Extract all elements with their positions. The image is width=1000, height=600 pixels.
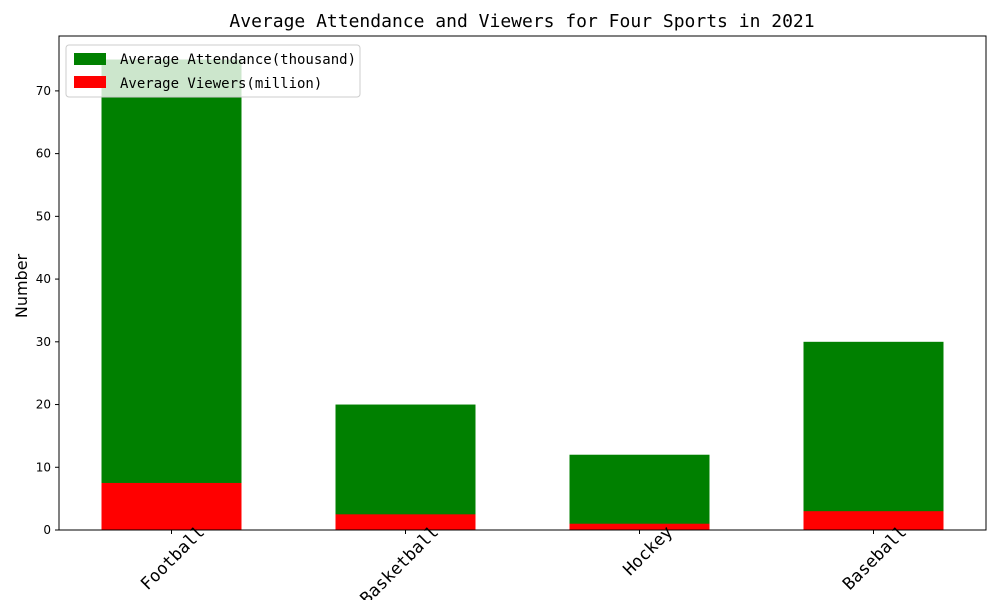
y-tick-label: 50 bbox=[36, 209, 51, 223]
y-tick-label: 20 bbox=[36, 398, 51, 412]
x-tick-label-baseball: Baseball bbox=[839, 522, 911, 594]
legend-label-viewers: Average Viewers(million) bbox=[120, 76, 322, 92]
bars-group bbox=[101, 59, 944, 531]
y-tick-label: 40 bbox=[36, 272, 51, 286]
y-axis: 0 10 20 30 40 50 60 70 bbox=[36, 84, 59, 537]
y-tick-label: 0 bbox=[43, 523, 51, 537]
chart-title: Average Attendance and Viewers for Four … bbox=[229, 11, 814, 32]
x-axis: Football Basketball Hockey Baseball bbox=[137, 522, 911, 600]
y-tick-label: 60 bbox=[36, 147, 51, 161]
legend-box bbox=[65, 44, 361, 98]
legend-swatch-attendance bbox=[74, 53, 106, 65]
y-tick-label: 70 bbox=[36, 84, 51, 98]
bar-attendance-hockey bbox=[569, 454, 710, 530]
bar-viewers-baseball bbox=[803, 511, 944, 530]
bar-attendance-basketball bbox=[335, 404, 476, 530]
legend-label-attendance: Average Attendance(thousand) bbox=[120, 52, 356, 68]
x-tick-label-hockey: Hockey bbox=[619, 522, 677, 580]
plot-frame bbox=[58, 35, 987, 531]
bar-viewers-football bbox=[101, 482, 242, 530]
legend: Average Attendance(thousand) Average Vie… bbox=[65, 44, 361, 98]
y-tick-label: 10 bbox=[36, 460, 51, 474]
bar-attendance-football bbox=[101, 59, 242, 531]
bar-viewers-basketball bbox=[335, 514, 476, 530]
x-tick-label-football: Football bbox=[137, 522, 209, 594]
legend-swatch-viewers bbox=[74, 76, 106, 88]
x-tick-label-basketball: Basketball bbox=[357, 522, 444, 600]
bar-viewers-hockey bbox=[569, 523, 710, 530]
y-axis-label: Number bbox=[12, 253, 31, 318]
y-tick-label: 30 bbox=[36, 335, 51, 349]
bar-attendance-baseball bbox=[803, 341, 944, 530]
